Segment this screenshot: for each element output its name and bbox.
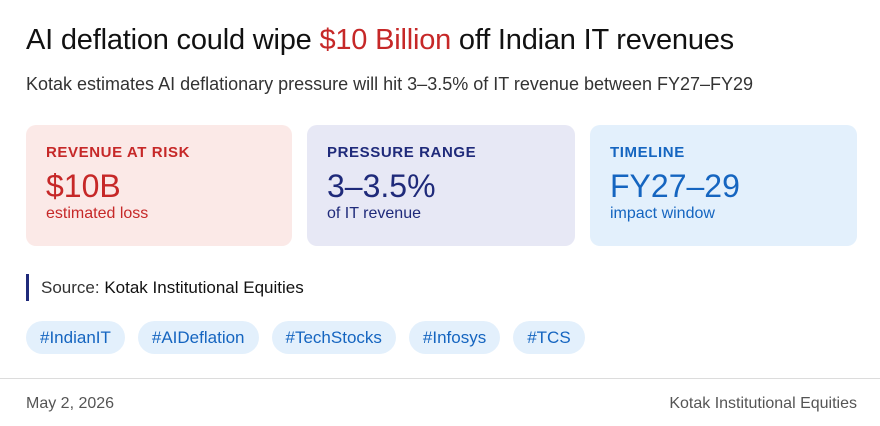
stat-cards: REVENUE AT RISK $10B estimated loss PRES… [26,125,857,246]
headline-highlight: $10 Billion [319,24,452,56]
footer-source: Kotak Institutional Equities [669,395,857,412]
card-sub: impact window [610,205,715,222]
hashtag-ai-deflation[interactable]: #AIDeflation [137,321,259,354]
card-value: $10B [46,168,121,204]
card-label: TIMELINE [610,144,685,161]
source-name: Kotak Institutional Equities [104,278,304,297]
card-sub: of IT revenue [327,205,421,222]
headline-prefix: AI deflation could wipe [26,24,320,56]
hashtag-infosys[interactable]: #Infosys [408,321,501,354]
headline: AI deflation could wipe $10 Billion off … [26,24,734,57]
footer-date: May 2, 2026 [26,395,115,412]
source-label: Source: [41,278,100,297]
card-value: FY27–29 [610,168,740,204]
card-pressure-range: PRESSURE RANGE 3–3.5% of IT revenue [307,125,575,246]
hashtag-tech-stocks[interactable]: #TechStocks [271,321,396,354]
card-label: REVENUE AT RISK [46,144,191,161]
hashtag-tcs[interactable]: #TCS [513,321,585,354]
card-timeline: TIMELINE FY27–29 impact window [590,125,857,246]
subtitle: Kotak estimates AI deflationary pressure… [26,74,754,94]
hashtag-indian-it[interactable]: #IndianIT [26,321,125,354]
card-sub: estimated loss [46,205,149,222]
card-revenue-at-risk: REVENUE AT RISK $10B estimated loss [26,125,292,246]
card-value: 3–3.5% [327,168,436,204]
hashtag-list: #IndianIT #AIDeflation #TechStocks #Info… [26,321,585,354]
card-label: PRESSURE RANGE [327,144,477,161]
headline-suffix: off Indian IT revenues [451,24,734,56]
source-line: Source: Kotak Institutional Equities [26,274,304,301]
footer-divider [0,378,880,379]
